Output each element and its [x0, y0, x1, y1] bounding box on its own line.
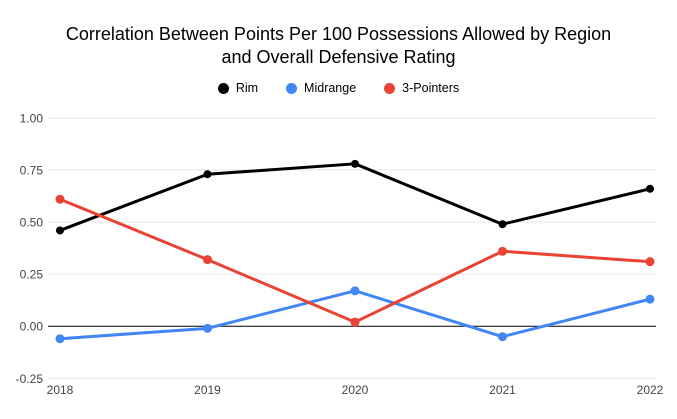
data-point-rim-2020[interactable]: [351, 159, 359, 168]
y-axis-tick-label: 0.25: [20, 268, 44, 282]
legend-item-midrange: Midrange: [286, 81, 356, 95]
data-point-3-pointers-2019[interactable]: [203, 255, 212, 265]
series-line-midrange: [58, 289, 652, 341]
y-axis-tick-label: 1.00: [20, 112, 44, 126]
data-point-midrange-2019[interactable]: [203, 323, 212, 333]
series-line-3-pointers: [58, 197, 652, 324]
data-point-rim-2022[interactable]: [646, 184, 654, 193]
data-point-midrange-2022[interactable]: [645, 294, 655, 304]
chart-title-line-1: Correlation Between Points Per 100 Posse…: [65, 24, 612, 44]
legend-label: Midrange: [304, 81, 357, 95]
series-line-rim: [58, 162, 652, 232]
legend-dot-icon: [384, 82, 396, 94]
data-point-midrange-2020[interactable]: [350, 286, 360, 296]
y-axis-tick-label: 0.50: [20, 216, 44, 230]
data-point-3-pointers-2022[interactable]: [645, 257, 655, 267]
y-axis-tick-label: 0.75: [20, 164, 44, 178]
data-point-rim-2021[interactable]: [498, 220, 507, 229]
data-point-3-pointers-2018[interactable]: [55, 194, 65, 204]
legend-item-rim: Rim: [217, 81, 259, 95]
x-axis-tick-label: 2019: [194, 383, 221, 397]
legend-label: 3-Pointers: [402, 81, 460, 95]
data-point-3-pointers-2021[interactable]: [498, 246, 507, 256]
x-axis-tick-label: 2018: [47, 383, 74, 397]
x-axis-tick-label: 2022: [637, 383, 664, 397]
data-point-midrange-2021[interactable]: [498, 332, 507, 342]
y-axis-tick-label: -0.25: [16, 372, 44, 386]
chart-title: Correlation Between Points Per 100 Posse…: [0, 23, 677, 69]
y-axis-tick-label: 0.00: [20, 320, 44, 334]
x-axis-tick-label: 2021: [489, 383, 516, 397]
data-point-rim-2019[interactable]: [203, 170, 212, 179]
data-point-3-pointers-2020[interactable]: [350, 317, 360, 327]
legend-label: Rim: [235, 81, 259, 95]
legend-item-3-pointers: 3-Pointers: [384, 81, 459, 95]
legend-dot-icon: [286, 82, 298, 94]
data-point-rim-2018[interactable]: [56, 226, 64, 235]
legend-dot-icon: [217, 82, 229, 94]
data-point-midrange-2018[interactable]: [55, 334, 65, 344]
chart-title-line-2: and Overall Defensive Rating: [221, 47, 456, 67]
x-axis-tick-label: 2020: [342, 383, 369, 397]
chart-legend: Rim Midrange 3-Pointers: [0, 81, 677, 95]
